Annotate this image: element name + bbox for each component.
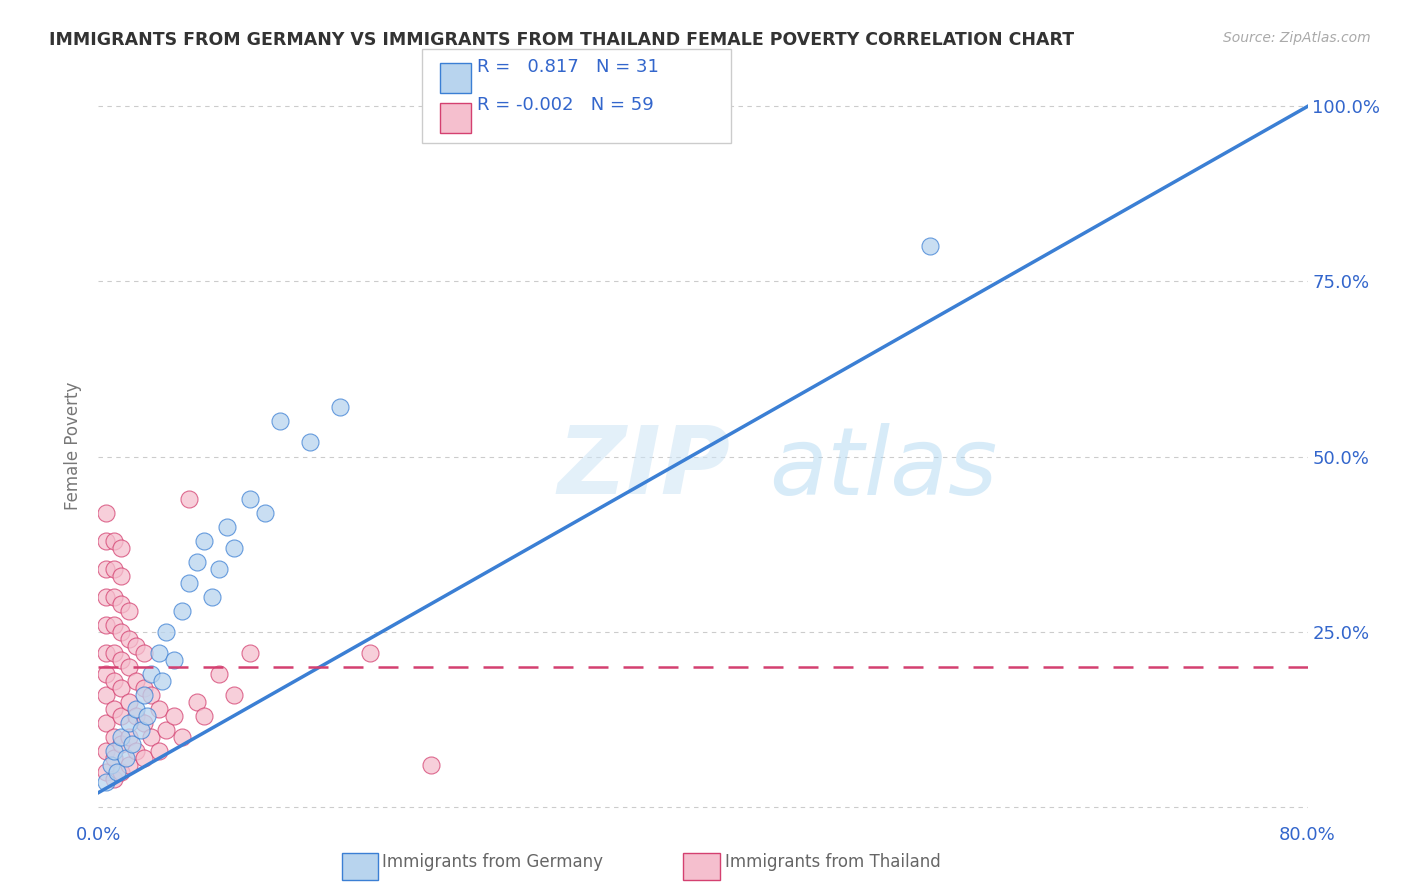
Point (110, 764, 132, 779)
Text: R =   0.817   N = 31: R = 0.817 N = 31 (477, 58, 658, 76)
Y-axis label: Female Poverty: Female Poverty (65, 382, 83, 510)
Point (360, 646, 382, 660)
Point (94, 764, 117, 779)
Point (110, 541, 132, 555)
Point (141, 666, 163, 681)
Point (94, 743, 117, 757)
Point (110, 737, 132, 751)
Text: Immigrants from Thailand: Immigrants from Thailand (725, 853, 941, 871)
Point (105, 764, 128, 779)
Point (132, 646, 155, 660)
Point (170, 603, 193, 617)
Point (125, 673, 148, 688)
Point (155, 723, 177, 737)
Point (118, 659, 141, 673)
Point (118, 730, 141, 744)
Point (94, 590, 117, 604)
Point (125, 701, 148, 715)
Point (114, 750, 136, 764)
Point (179, 491, 201, 506)
Text: R = -0.002   N = 59: R = -0.002 N = 59 (477, 96, 654, 114)
Point (148, 743, 170, 757)
Point (150, 673, 173, 688)
Point (141, 688, 163, 702)
Point (103, 750, 125, 764)
Text: IMMIGRANTS FROM GERMANY VS IMMIGRANTS FROM THAILAND FEMALE POVERTY CORRELATION C: IMMIGRANTS FROM GERMANY VS IMMIGRANTS FR… (49, 31, 1074, 49)
Point (121, 737, 143, 751)
Point (110, 568, 132, 582)
Point (186, 695, 208, 709)
Point (201, 590, 224, 604)
Point (132, 750, 155, 764)
Point (239, 646, 262, 660)
Point (94, 533, 117, 548)
Point (170, 730, 193, 744)
Point (125, 708, 148, 723)
Point (103, 646, 125, 660)
Point (94, 617, 117, 632)
Point (110, 730, 132, 744)
Point (94, 666, 117, 681)
Point (103, 673, 125, 688)
Text: atlas: atlas (769, 423, 998, 514)
Point (918, 239, 941, 253)
Point (135, 708, 157, 723)
Point (208, 666, 231, 681)
Point (103, 590, 125, 604)
Point (125, 639, 148, 653)
Point (125, 743, 148, 757)
Point (329, 401, 352, 415)
Point (129, 723, 152, 737)
Point (94, 715, 117, 730)
Point (239, 491, 262, 506)
Point (110, 652, 132, 666)
Point (269, 415, 291, 429)
Point (163, 708, 186, 723)
Point (94, 646, 117, 660)
Point (141, 730, 163, 744)
Point (155, 624, 177, 639)
Point (103, 730, 125, 744)
Point (179, 575, 201, 590)
Point (103, 533, 125, 548)
Point (132, 715, 155, 730)
Point (299, 435, 322, 450)
Point (110, 597, 132, 611)
Point (224, 541, 246, 555)
Text: Immigrants from Germany: Immigrants from Germany (382, 853, 603, 871)
Text: Source: ZipAtlas.com: Source: ZipAtlas.com (1223, 31, 1371, 45)
Point (193, 533, 215, 548)
Point (118, 632, 141, 646)
Point (186, 555, 208, 569)
Point (103, 561, 125, 575)
Point (163, 652, 186, 666)
Point (420, 757, 443, 772)
Point (110, 681, 132, 695)
Point (103, 772, 125, 786)
Point (148, 701, 170, 715)
Point (118, 757, 141, 772)
Point (94, 506, 117, 520)
Point (208, 561, 231, 575)
Point (103, 701, 125, 715)
Point (94, 561, 117, 575)
Point (94, 775, 117, 789)
Point (100, 757, 122, 772)
Point (110, 708, 132, 723)
Point (224, 688, 246, 702)
Point (253, 506, 276, 520)
Point (118, 695, 141, 709)
Point (103, 617, 125, 632)
Point (118, 715, 141, 730)
Point (215, 519, 238, 533)
Point (148, 646, 170, 660)
Point (118, 603, 141, 617)
Point (193, 708, 215, 723)
Point (94, 688, 117, 702)
Point (132, 688, 155, 702)
Text: ZIP: ZIP (558, 423, 731, 515)
Point (103, 743, 125, 757)
Point (110, 624, 132, 639)
Point (132, 681, 155, 695)
